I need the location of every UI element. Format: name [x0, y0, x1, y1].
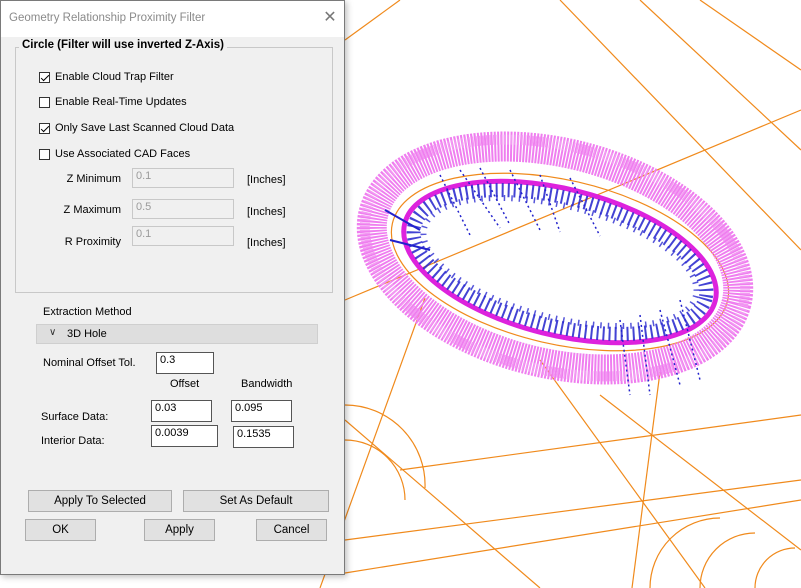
nominal-offset-input[interactable]: 0.3: [156, 352, 214, 374]
checkbox-label: Enable Cloud Trap Filter: [55, 71, 174, 83]
checkbox-icon[interactable]: [39, 122, 50, 134]
r-proximity-label: R Proximity: [64, 236, 121, 248]
z-minimum-unit: [Inches]: [247, 174, 286, 186]
checkbox-only-save-last[interactable]: Only Save Last Scanned Cloud Data: [39, 120, 234, 136]
r-proximity-field[interactable]: 0.1: [132, 226, 234, 246]
surface-offset-input[interactable]: 0.03: [151, 400, 212, 422]
z-minimum-label: Z Minimum: [66, 173, 121, 185]
extraction-method-value: 3D Hole: [67, 328, 107, 340]
r-proximity-unit: [Inches]: [247, 237, 286, 249]
apply-button[interactable]: Apply: [144, 519, 215, 541]
extraction-method-dropdown[interactable]: ∨ 3D Hole: [36, 324, 318, 344]
nominal-offset-label: Nominal Offset Tol.: [43, 357, 136, 369]
checkbox-icon[interactable]: [39, 71, 50, 83]
z-minimum-field[interactable]: 0.1: [132, 168, 234, 188]
z-maximum-label: Z Maximum: [63, 204, 121, 216]
chevron-down-icon: ∨: [49, 327, 57, 338]
outer-point-cloud: [356, 131, 754, 385]
checkbox-label: Only Save Last Scanned Cloud Data: [55, 122, 235, 134]
checkbox-icon[interactable]: [39, 96, 50, 108]
cancel-button[interactable]: Cancel: [256, 519, 327, 541]
z-maximum-unit: [Inches]: [247, 206, 286, 218]
extraction-method-label: Extraction Method: [43, 306, 132, 318]
surface-data-label: Surface Data:: [41, 411, 109, 423]
apply-to-selected-button[interactable]: Apply To Selected: [28, 490, 172, 512]
ok-button[interactable]: OK: [25, 519, 96, 541]
checkbox-label: Enable Real-Time Updates: [55, 96, 187, 108]
title-bar: Geometry Relationship Proximity Filter ✕: [1, 1, 344, 37]
z-maximum-field[interactable]: 0.5: [132, 199, 234, 219]
set-as-default-button[interactable]: Set As Default: [183, 490, 329, 512]
inner-point-cloud: [384, 167, 719, 396]
interior-offset-input[interactable]: 0.0039: [151, 425, 218, 447]
bandwidth-header: Bandwidth: [241, 378, 293, 390]
group-title: Circle (Filter will use inverted Z-Axis): [19, 39, 227, 51]
checkbox-enable-cloud-trap[interactable]: Enable Cloud Trap Filter: [39, 69, 174, 85]
checkbox-label: Use Associated CAD Faces: [55, 148, 191, 160]
interior-data-label: Interior Data:: [41, 435, 105, 447]
checkbox-icon[interactable]: [39, 148, 50, 160]
interior-bandwidth-input[interactable]: 0.1535: [233, 426, 294, 448]
offset-header: Offset: [170, 378, 200, 390]
checkbox-enable-realtime[interactable]: Enable Real-Time Updates: [39, 94, 187, 110]
surface-bandwidth-input[interactable]: 0.095: [231, 400, 292, 422]
proximity-filter-dialog: Geometry Relationship Proximity Filter ✕…: [0, 0, 345, 575]
checkbox-use-cad-faces[interactable]: Use Associated CAD Faces: [39, 146, 190, 162]
close-icon[interactable]: ✕: [323, 9, 337, 26]
dialog-title: Geometry Relationship Proximity Filter: [9, 12, 206, 24]
